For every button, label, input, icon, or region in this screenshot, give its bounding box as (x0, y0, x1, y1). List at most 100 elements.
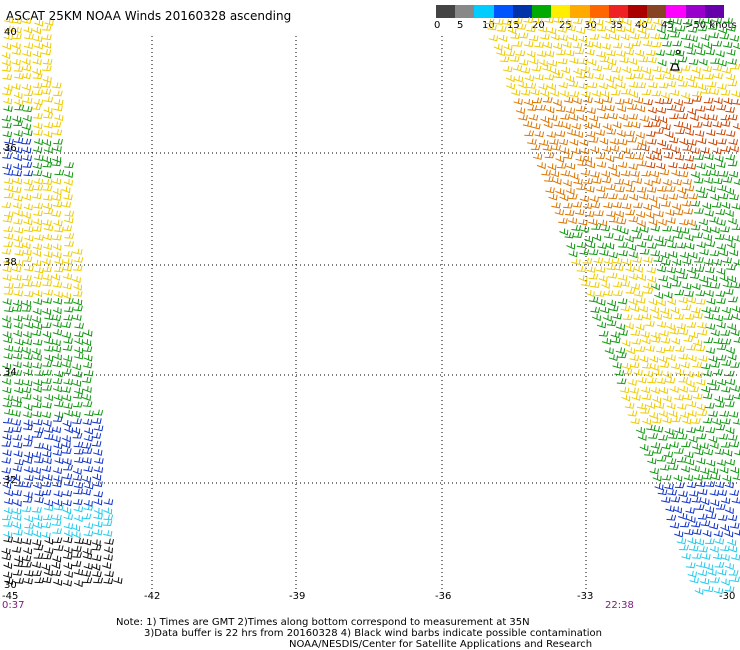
wind-barb (646, 24, 657, 31)
wind-barb (693, 371, 703, 379)
wind-barb (642, 418, 652, 426)
wind-barb (13, 315, 23, 322)
wind-barb (701, 386, 711, 393)
wind-barb (647, 457, 657, 465)
wind-barb (62, 458, 72, 466)
wind-barb (729, 145, 739, 153)
wind-barb (703, 234, 713, 241)
wind-barb (666, 104, 677, 111)
wind-barb (699, 578, 710, 585)
wind-barb (34, 234, 44, 241)
wind-barb (42, 450, 52, 458)
wind-barb (610, 331, 620, 339)
wind-barb (673, 74, 683, 82)
wind-barb (2, 152, 12, 159)
wind-barb (705, 538, 715, 545)
wind-barb (32, 410, 42, 418)
wind-barb (3, 520, 13, 527)
wind-barb (63, 513, 73, 521)
wind-barb (14, 577, 25, 584)
wind-barb (722, 281, 733, 288)
wind-barb (602, 96, 613, 103)
wind-barb (663, 291, 673, 299)
wind-barb (498, 34, 508, 43)
wind-barb (722, 474, 732, 483)
wind-barb (657, 240, 667, 247)
wind-barb (93, 409, 104, 416)
wind-barb (717, 489, 727, 497)
wind-barb (590, 281, 600, 288)
wind-barb (705, 426, 716, 434)
wind-barb (12, 442, 23, 449)
colorbar-segment (685, 5, 705, 18)
wind-barb (727, 539, 737, 547)
wind-barb (644, 74, 654, 81)
wind-barb (725, 427, 735, 435)
footnote-line-1: Note: 1) Times are GMT 2)Times along bot… (116, 617, 530, 628)
wind-barb (697, 513, 708, 520)
wind-barb (648, 412, 659, 419)
wind-barb (518, 32, 529, 39)
wind-barb (696, 298, 706, 305)
wind-barb (590, 306, 601, 313)
wind-barb (21, 305, 32, 312)
wind-barb (91, 554, 102, 562)
wind-barb (716, 243, 727, 251)
wind-barb (73, 298, 83, 306)
wind-barb (674, 313, 685, 320)
wind-barb (531, 65, 542, 72)
wind-barb (13, 209, 23, 217)
wind-barb (53, 138, 63, 145)
wind-barb (23, 466, 33, 474)
wind-barb (631, 121, 641, 129)
wind-barb (23, 178, 33, 186)
wind-barb (64, 480, 74, 487)
wind-barb (724, 585, 735, 593)
wind-barb (696, 378, 706, 386)
wind-barb (679, 385, 688, 393)
wind-barb (2, 131, 13, 138)
wind-barb (54, 114, 64, 122)
wind-barb (696, 162, 706, 170)
wind-barb (703, 563, 714, 571)
wind-barb (62, 292, 72, 300)
wind-barb (13, 227, 24, 234)
wind-barb (653, 154, 663, 161)
wind-barb (519, 59, 529, 66)
wind-barb (685, 75, 696, 82)
wind-barb (71, 531, 81, 539)
wind-barb (598, 192, 609, 199)
wind-barb (682, 123, 692, 131)
wind-barb (600, 225, 611, 232)
wind-barb (63, 178, 73, 186)
wind-barb (598, 330, 609, 337)
wind-barb (83, 563, 93, 570)
wind-barb (697, 137, 707, 145)
wind-barb (662, 416, 672, 424)
wind-barb (522, 120, 533, 128)
wind-barb (662, 179, 672, 186)
wind-barb (696, 403, 706, 411)
colorbar-segment (455, 5, 475, 18)
wind-barb (590, 201, 601, 209)
wind-barb (23, 90, 34, 97)
wind-barb (22, 97, 33, 104)
wind-barb (528, 114, 539, 121)
wind-barb (658, 410, 668, 418)
wind-barb (706, 129, 716, 137)
wind-barb (34, 19, 44, 27)
wind-barb (505, 75, 515, 83)
wind-barb (82, 401, 93, 408)
wind-barb (71, 427, 81, 435)
wind-barb (3, 507, 13, 515)
wind-barb (24, 515, 33, 523)
wind-barb (23, 368, 33, 376)
wind-barb (1, 378, 11, 385)
wind-barb (62, 420, 72, 428)
wind-barb (83, 504, 94, 511)
wind-barb (625, 73, 636, 80)
wind-barb (662, 40, 672, 47)
wind-barb (654, 98, 665, 105)
wind-barb (608, 251, 618, 259)
wind-barb (658, 434, 668, 441)
